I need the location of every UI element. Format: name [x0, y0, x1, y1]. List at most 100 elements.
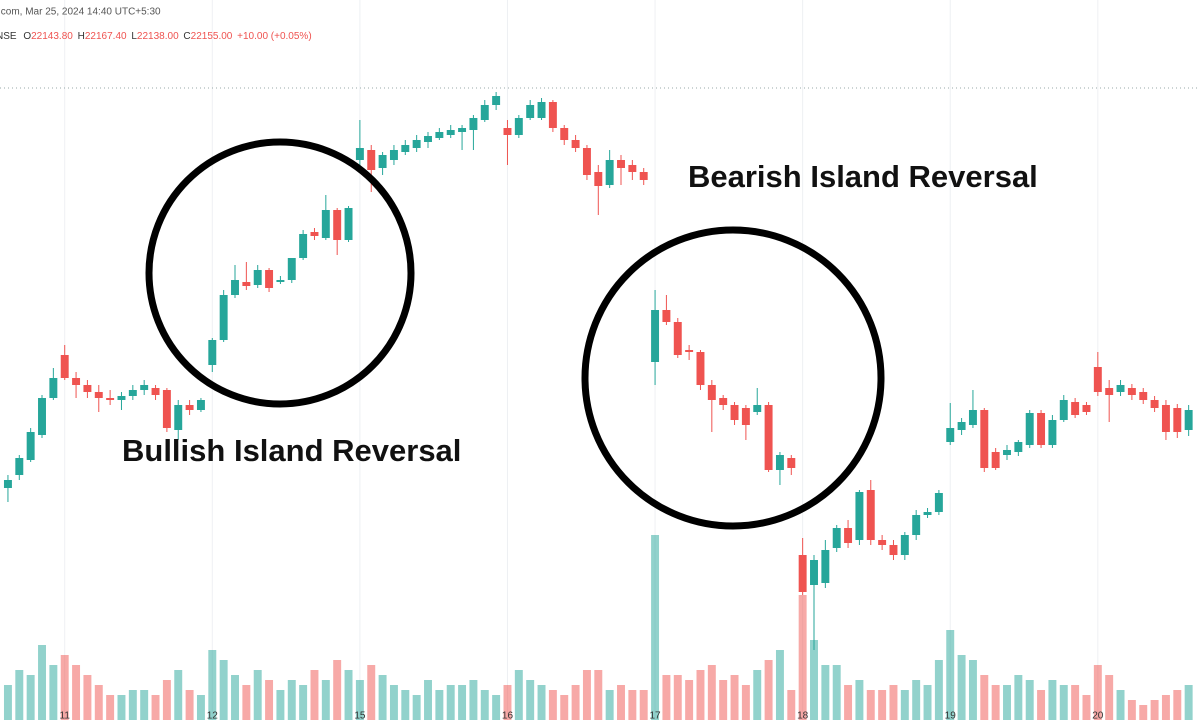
volume-bar — [1093, 665, 1102, 720]
candle-body — [968, 410, 977, 425]
candle-body — [1093, 367, 1102, 392]
candle-body — [912, 515, 921, 535]
candle-body — [140, 385, 149, 390]
volume-bar — [83, 675, 92, 720]
candle-body — [208, 340, 217, 365]
candle-body — [344, 208, 353, 240]
volume-bar — [537, 685, 546, 720]
volume-bar — [276, 690, 285, 720]
volume-bar — [299, 685, 308, 720]
volume-bar — [389, 685, 398, 720]
volume-bar — [548, 690, 557, 720]
header-line: NSE O22143.80 H22167.40 L22138.00 C22155… — [0, 31, 312, 42]
candle-body — [321, 210, 330, 238]
candle-body — [639, 172, 648, 180]
volume-bar — [878, 690, 887, 720]
volume-bar — [242, 685, 251, 720]
highlight-circle — [581, 226, 885, 530]
volume-bar — [628, 690, 637, 720]
candle-body — [128, 390, 137, 396]
x-tick-label: 16 — [502, 711, 514, 720]
candle-body — [946, 428, 955, 442]
volume-bar — [923, 685, 932, 720]
volume-bar — [128, 690, 137, 720]
symbol: NSE — [0, 31, 17, 42]
volume-bar — [401, 690, 410, 720]
volume-bar — [526, 680, 535, 720]
volume-bar — [94, 685, 103, 720]
candle-body — [492, 96, 501, 105]
volume-bar — [344, 670, 353, 720]
volume-bar — [662, 675, 671, 720]
candle-layer — [3, 92, 1193, 650]
volume-bar — [162, 680, 171, 720]
volume-bar — [1139, 705, 1148, 720]
volume-bar — [594, 670, 603, 720]
volume-bar — [810, 640, 818, 720]
candle-body — [401, 145, 410, 152]
candle-body — [299, 234, 308, 258]
volume-bar — [1161, 695, 1170, 720]
volume-bar — [1003, 685, 1011, 720]
volume-bar — [1082, 695, 1091, 720]
volume-bar — [991, 685, 1000, 720]
candle-body — [560, 128, 569, 140]
volume-bar — [560, 695, 569, 720]
candle-body — [1184, 410, 1193, 430]
volume-bar — [355, 680, 364, 720]
volume-bar — [582, 670, 591, 720]
candle-body — [617, 160, 625, 168]
ohlc-value: 22167.40 — [85, 31, 127, 42]
candle-body — [106, 398, 115, 400]
x-tick-label: 17 — [649, 711, 661, 720]
volume-bar — [900, 690, 909, 720]
candle-body — [412, 140, 421, 148]
volume-bar — [571, 685, 580, 720]
candle-body — [480, 105, 489, 120]
candle-body — [923, 512, 932, 515]
candle-body — [832, 528, 841, 548]
candle-body — [1139, 392, 1148, 400]
candle-body — [196, 400, 205, 410]
candle-body — [83, 385, 92, 392]
candle-body — [889, 545, 898, 555]
volume-bar — [889, 685, 898, 720]
volume-bar — [798, 595, 807, 720]
volume-bar — [424, 680, 432, 720]
volume-bar — [707, 665, 716, 720]
volume-bar — [912, 680, 921, 720]
ohlc-value: 22138.00 — [137, 31, 179, 42]
volume-bar — [38, 645, 46, 720]
volume-bar — [605, 690, 614, 720]
volume-bar — [764, 660, 773, 720]
candle-body — [685, 350, 694, 352]
volume-bar — [196, 695, 205, 720]
x-tick-label: 20 — [1092, 711, 1104, 720]
candle-body — [696, 352, 705, 385]
volume-bar — [1025, 680, 1034, 720]
volume-bar — [185, 690, 194, 720]
header-source: .com, Mar 25, 2024 14:40 UTC+5:30 — [0, 7, 161, 18]
volume-bar — [140, 690, 149, 720]
annotation: Bullish Island Reversal — [122, 433, 461, 468]
volume-bar — [253, 670, 262, 720]
candle-body — [844, 528, 853, 543]
candle-body — [900, 535, 909, 555]
candle-body — [605, 160, 614, 185]
volume-bar — [333, 660, 342, 720]
volume-bar — [651, 535, 660, 720]
candle-body — [469, 118, 478, 130]
candle-body — [764, 405, 773, 470]
candle-body — [1059, 400, 1068, 420]
candle-body — [980, 410, 989, 468]
volume-bar — [49, 665, 58, 720]
candle-body — [673, 322, 682, 355]
volume-bar — [741, 685, 750, 720]
volume-bar — [968, 660, 977, 720]
candle-body — [1014, 442, 1023, 452]
volume-bar — [617, 685, 625, 720]
volume-bar — [310, 670, 319, 720]
volume-bar — [492, 695, 501, 720]
volume-bar — [480, 690, 489, 720]
volume-bar — [1173, 690, 1182, 720]
